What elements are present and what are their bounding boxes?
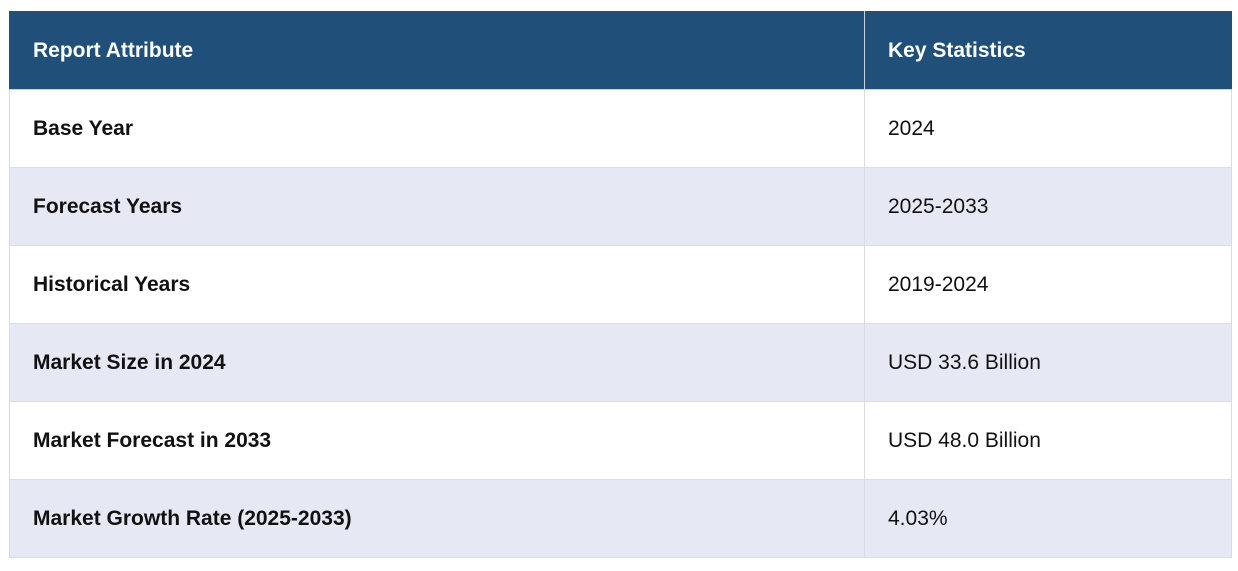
table-row: Market Growth Rate (2025-2033) 4.03% <box>9 479 1232 558</box>
table-row: Base Year 2024 <box>9 89 1232 168</box>
row-value-base-year: 2024 <box>864 89 1232 168</box>
row-attribute-market-forecast: Market Forecast in 2033 <box>9 401 865 480</box>
row-attribute-forecast-years: Forecast Years <box>9 167 865 246</box>
report-stats-table: Report Attribute Key Statistics Base Yea… <box>9 11 1232 558</box>
row-attribute-growth-rate: Market Growth Rate (2025-2033) <box>9 479 865 558</box>
table-header-row: Report Attribute Key Statistics <box>9 11 1232 90</box>
report-table-container: Report Attribute Key Statistics Base Yea… <box>9 11 1232 558</box>
table-body: Base Year 2024 Forecast Years 2025-2033 … <box>9 89 1232 558</box>
row-attribute-market-size: Market Size in 2024 <box>9 323 865 402</box>
table-row: Market Size in 2024 USD 33.6 Billion <box>9 323 1232 402</box>
row-value-growth-rate: 4.03% <box>864 479 1232 558</box>
table-header: Report Attribute Key Statistics <box>9 11 1232 90</box>
row-value-market-forecast: USD 48.0 Billion <box>864 401 1232 480</box>
row-attribute-historical-years: Historical Years <box>9 245 865 324</box>
table-row: Historical Years 2019-2024 <box>9 245 1232 324</box>
row-value-forecast-years: 2025-2033 <box>864 167 1232 246</box>
header-report-attribute: Report Attribute <box>9 11 865 90</box>
row-value-historical-years: 2019-2024 <box>864 245 1232 324</box>
table-row: Forecast Years 2025-2033 <box>9 167 1232 246</box>
table-row: Market Forecast in 2033 USD 48.0 Billion <box>9 401 1232 480</box>
row-value-market-size: USD 33.6 Billion <box>864 323 1232 402</box>
header-key-statistics: Key Statistics <box>864 11 1232 90</box>
row-attribute-base-year: Base Year <box>9 89 865 168</box>
